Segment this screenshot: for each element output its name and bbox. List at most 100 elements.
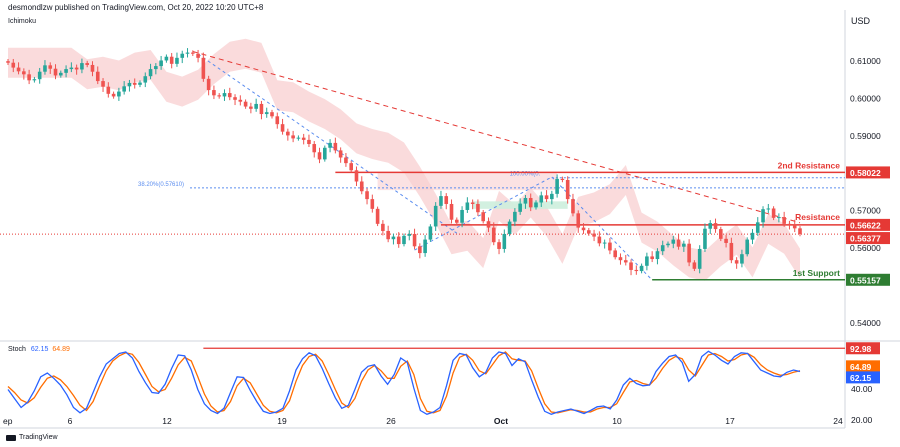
time-tick-label: Oct [494, 416, 508, 426]
candle-body [90, 64, 95, 72]
candle-body [191, 52, 195, 54]
stoch-k-line [7, 350, 801, 416]
price-tick-label: 0.57000 [850, 206, 881, 216]
candle-body [344, 157, 348, 164]
candle-body [259, 103, 264, 115]
level-resistance-tag-text: 0.56622 [850, 220, 881, 230]
candle-body [354, 170, 359, 182]
candle-body [687, 243, 691, 263]
candle-body [787, 223, 792, 225]
candle-body [782, 217, 786, 224]
candle-body [618, 257, 623, 261]
candle-body [771, 208, 776, 218]
candle-body [11, 62, 16, 68]
candle-body [238, 99, 243, 102]
trendline-blue-2 [414, 176, 553, 251]
candle-body [301, 137, 306, 140]
candle-body [534, 202, 538, 208]
stoch-label: Stoch 62.15 64.89 [8, 346, 70, 353]
candle-body [761, 209, 765, 223]
candle-body [418, 246, 422, 254]
candle-body [433, 205, 438, 227]
candle-body [53, 68, 58, 76]
candle-body [64, 69, 68, 73]
candle-body [138, 82, 142, 85]
stoch-tag-text: 92.98 [850, 344, 872, 354]
stoch-d-value: 64.89 [52, 346, 70, 353]
candle-body [386, 230, 390, 240]
candle-body [755, 222, 760, 233]
candle-body [550, 193, 554, 200]
tradingview-logo-icon [6, 434, 16, 441]
candle-body [143, 76, 148, 83]
candle-body [497, 242, 501, 249]
stoch-tag [846, 371, 880, 384]
candle-body [655, 251, 660, 260]
candle-body [317, 152, 322, 160]
candle-body [396, 236, 401, 245]
candle-body [148, 69, 153, 77]
stoch-tag-text: 64.89 [850, 362, 872, 372]
candle-body [719, 229, 723, 239]
candle-body [159, 60, 163, 67]
level-1st-support-tag [846, 273, 890, 286]
candle-body [185, 52, 190, 54]
candle-body [502, 233, 507, 249]
candle-body [291, 135, 295, 139]
candle-body [486, 221, 491, 228]
candle-body [428, 226, 433, 240]
tradingview-logo-text: TradingView [19, 434, 58, 441]
candle-body [69, 67, 74, 70]
candle-body [275, 116, 280, 125]
level-current-price-tag [846, 232, 890, 245]
time-tick-label: 26 [386, 416, 396, 426]
candle-body [132, 82, 137, 85]
price-tick-label: 0.61000 [850, 56, 881, 66]
candle-body [307, 139, 311, 145]
candle-body [423, 239, 427, 254]
candle-body [48, 65, 53, 69]
candle-body [37, 71, 42, 80]
candle-body [270, 112, 274, 117]
level-1st-support-tag-text: 0.55157 [850, 275, 881, 285]
stoch-tag [846, 342, 880, 355]
candle-body [608, 242, 612, 251]
time-tick-label: 17 [725, 416, 735, 426]
price-tick-label: 0.59000 [850, 131, 881, 141]
level-1st-support-label: 1st Support [793, 268, 840, 278]
candle-body [639, 265, 644, 272]
candle-body [6, 61, 10, 63]
candle-body [391, 236, 396, 240]
candle-body [565, 179, 570, 200]
candle-body [645, 256, 649, 266]
candle-body [127, 82, 132, 87]
candle-body [333, 142, 338, 151]
candle-body [233, 97, 237, 100]
trendline-red [192, 50, 801, 224]
candle-body [222, 93, 227, 97]
time-tick-label: 24 [833, 416, 843, 426]
candle-body [381, 223, 385, 231]
trendline-blue-1 [197, 53, 458, 234]
candle-body [74, 67, 79, 70]
candle-body [312, 144, 317, 153]
candle-body [660, 245, 665, 252]
candle-body [338, 150, 343, 158]
candle-body [523, 197, 528, 204]
candle-body [692, 262, 697, 269]
candle-body [697, 248, 702, 269]
tradingview-logo: TradingView [6, 434, 58, 441]
candle-body [491, 227, 496, 243]
candle-body [708, 223, 713, 229]
time-tick-label: 12 [162, 416, 172, 426]
candle-body [85, 63, 89, 65]
candle-body [280, 124, 285, 132]
candle-body [407, 233, 412, 236]
candle-body [513, 211, 517, 222]
candle-body [750, 232, 755, 240]
candle-body [444, 196, 449, 204]
candle-body [634, 269, 639, 272]
candle-body [180, 53, 185, 58]
candle-body [212, 90, 216, 96]
